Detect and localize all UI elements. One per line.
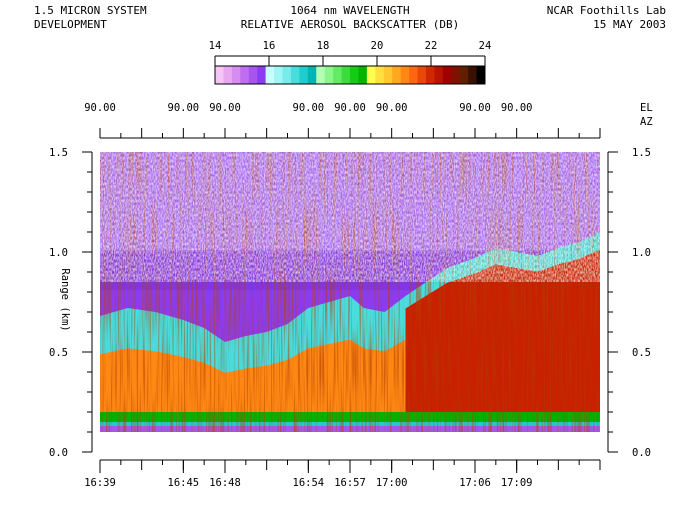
y-tick-label-left: 1.0	[49, 247, 68, 259]
colorbar-swatch	[231, 66, 241, 84]
y-axis-left: 0.0 0.5 1.0 1.5 Range (km)	[49, 147, 93, 459]
colorbar-swatch	[409, 66, 418, 84]
colorbar-swatch	[468, 66, 478, 84]
elevation-axis-label: EL	[640, 102, 653, 114]
date-label: 15 MAY 2003	[593, 18, 666, 31]
colorbar-swatch	[248, 66, 258, 84]
colorbar-swatch	[290, 66, 300, 84]
wavelength-label: 1064 nm WAVELENGTH	[290, 4, 410, 17]
upper-speckle-noise	[100, 152, 600, 282]
colorbar-swatch	[366, 66, 376, 84]
system-subtitle: DEVELOPMENT	[34, 18, 107, 31]
elevation-tick-label: 90.00	[376, 102, 408, 114]
colorbar-tick-label: 16	[263, 40, 276, 52]
colorbar-swatch	[417, 66, 427, 84]
time-tick-label: 16:54	[293, 477, 325, 489]
chart-title: RELATIVE AEROSOL BACKSCATTER (DB)	[240, 18, 460, 31]
colorbar-swatch	[282, 66, 292, 84]
elevation-tick-label: 90.00	[84, 102, 116, 114]
colorbar-tick-label: 24	[479, 40, 492, 52]
time-axis: 16:39 16:45 16:48 16:54 16:57 17:00 17:06 17:09	[84, 459, 601, 489]
elevation-tick-label: 90.00	[501, 102, 533, 114]
plot-area	[100, 152, 600, 432]
time-tick-label: 16:57	[334, 477, 366, 489]
colorbar-tick-label: 18	[317, 40, 330, 52]
colorbar-swatch	[383, 66, 393, 84]
colorbar-swatch	[459, 66, 469, 84]
system-title: 1.5 MICRON SYSTEM	[34, 4, 147, 17]
y-tick-label-right: 0.5	[632, 347, 651, 359]
colorbar-swatch	[425, 66, 435, 84]
time-tick-label: 16:48	[209, 477, 241, 489]
colorbar-tick-label: 20	[371, 40, 384, 52]
elevation-tick-label: 90.00	[459, 102, 491, 114]
y-axis-title: Range (km)	[59, 268, 71, 331]
colorbar-swatch	[265, 66, 275, 84]
elevation-tick-label: 90.00	[293, 102, 325, 114]
colorbar-swatch	[451, 66, 461, 84]
colorbar-swatch	[434, 66, 444, 84]
y-tick-label-left: 1.5	[49, 147, 68, 159]
y-tick-label-left: 0.0	[49, 447, 68, 459]
colorbar-swatch	[324, 66, 334, 84]
elevation-tick-label: 90.00	[209, 102, 241, 114]
colorbar-swatch	[476, 66, 486, 84]
elevation-tick-label: 90.00	[168, 102, 200, 114]
colorbar-swatch	[274, 66, 283, 84]
colorbar-swatch	[442, 66, 452, 84]
time-tick-label: 16:39	[84, 477, 116, 489]
colorbar-swatch	[240, 66, 250, 84]
y-tick-label-left: 0.5	[49, 347, 68, 359]
lab-name: NCAR Foothills Lab	[546, 4, 666, 17]
elevation-axis: 90.00 90.00 90.00 90.00 90.00 90.00 90.00 90.00…	[84, 102, 653, 139]
colorbar-swatch	[333, 66, 343, 84]
y-tick-label-right: 0.0	[632, 447, 651, 459]
time-tick-label: 17:06	[459, 477, 491, 489]
colorbar-tick-label: 14	[209, 40, 222, 52]
colorbar-tick-label: 22	[425, 40, 438, 52]
y-tick-label-right: 1.0	[632, 247, 651, 259]
colorbar-swatch	[307, 66, 317, 84]
y-tick-label-right: 1.5	[632, 147, 651, 159]
colorbar-swatch	[375, 66, 385, 84]
colorbar-swatch	[392, 66, 402, 84]
colorbar: 14 16 18 20 22 24	[209, 40, 492, 85]
colorbar-frame	[214, 65, 486, 85]
time-tick-label: 17:00	[376, 477, 408, 489]
elevation-tick-label: 90.00	[334, 102, 366, 114]
colorbar-swatch	[350, 66, 359, 84]
colorbar-swatch	[341, 66, 351, 84]
y-axis-right: 0.0 0.5 1.0 1.5	[607, 147, 651, 459]
colorbar-swatch	[257, 66, 267, 84]
colorbar-swatch	[358, 66, 368, 84]
colorbar-swatch	[316, 66, 326, 84]
colorbar-swatch	[223, 66, 233, 84]
time-tick-label: 17:09	[501, 477, 533, 489]
colorbar-swatch	[299, 66, 309, 84]
y-axis-title-text: Range (km)	[59, 268, 71, 331]
colorbar-swatch	[400, 66, 410, 84]
time-tick-label: 16:45	[168, 477, 200, 489]
azimuth-axis-label: AZ	[640, 116, 653, 128]
colorbar-swatch	[215, 66, 224, 84]
